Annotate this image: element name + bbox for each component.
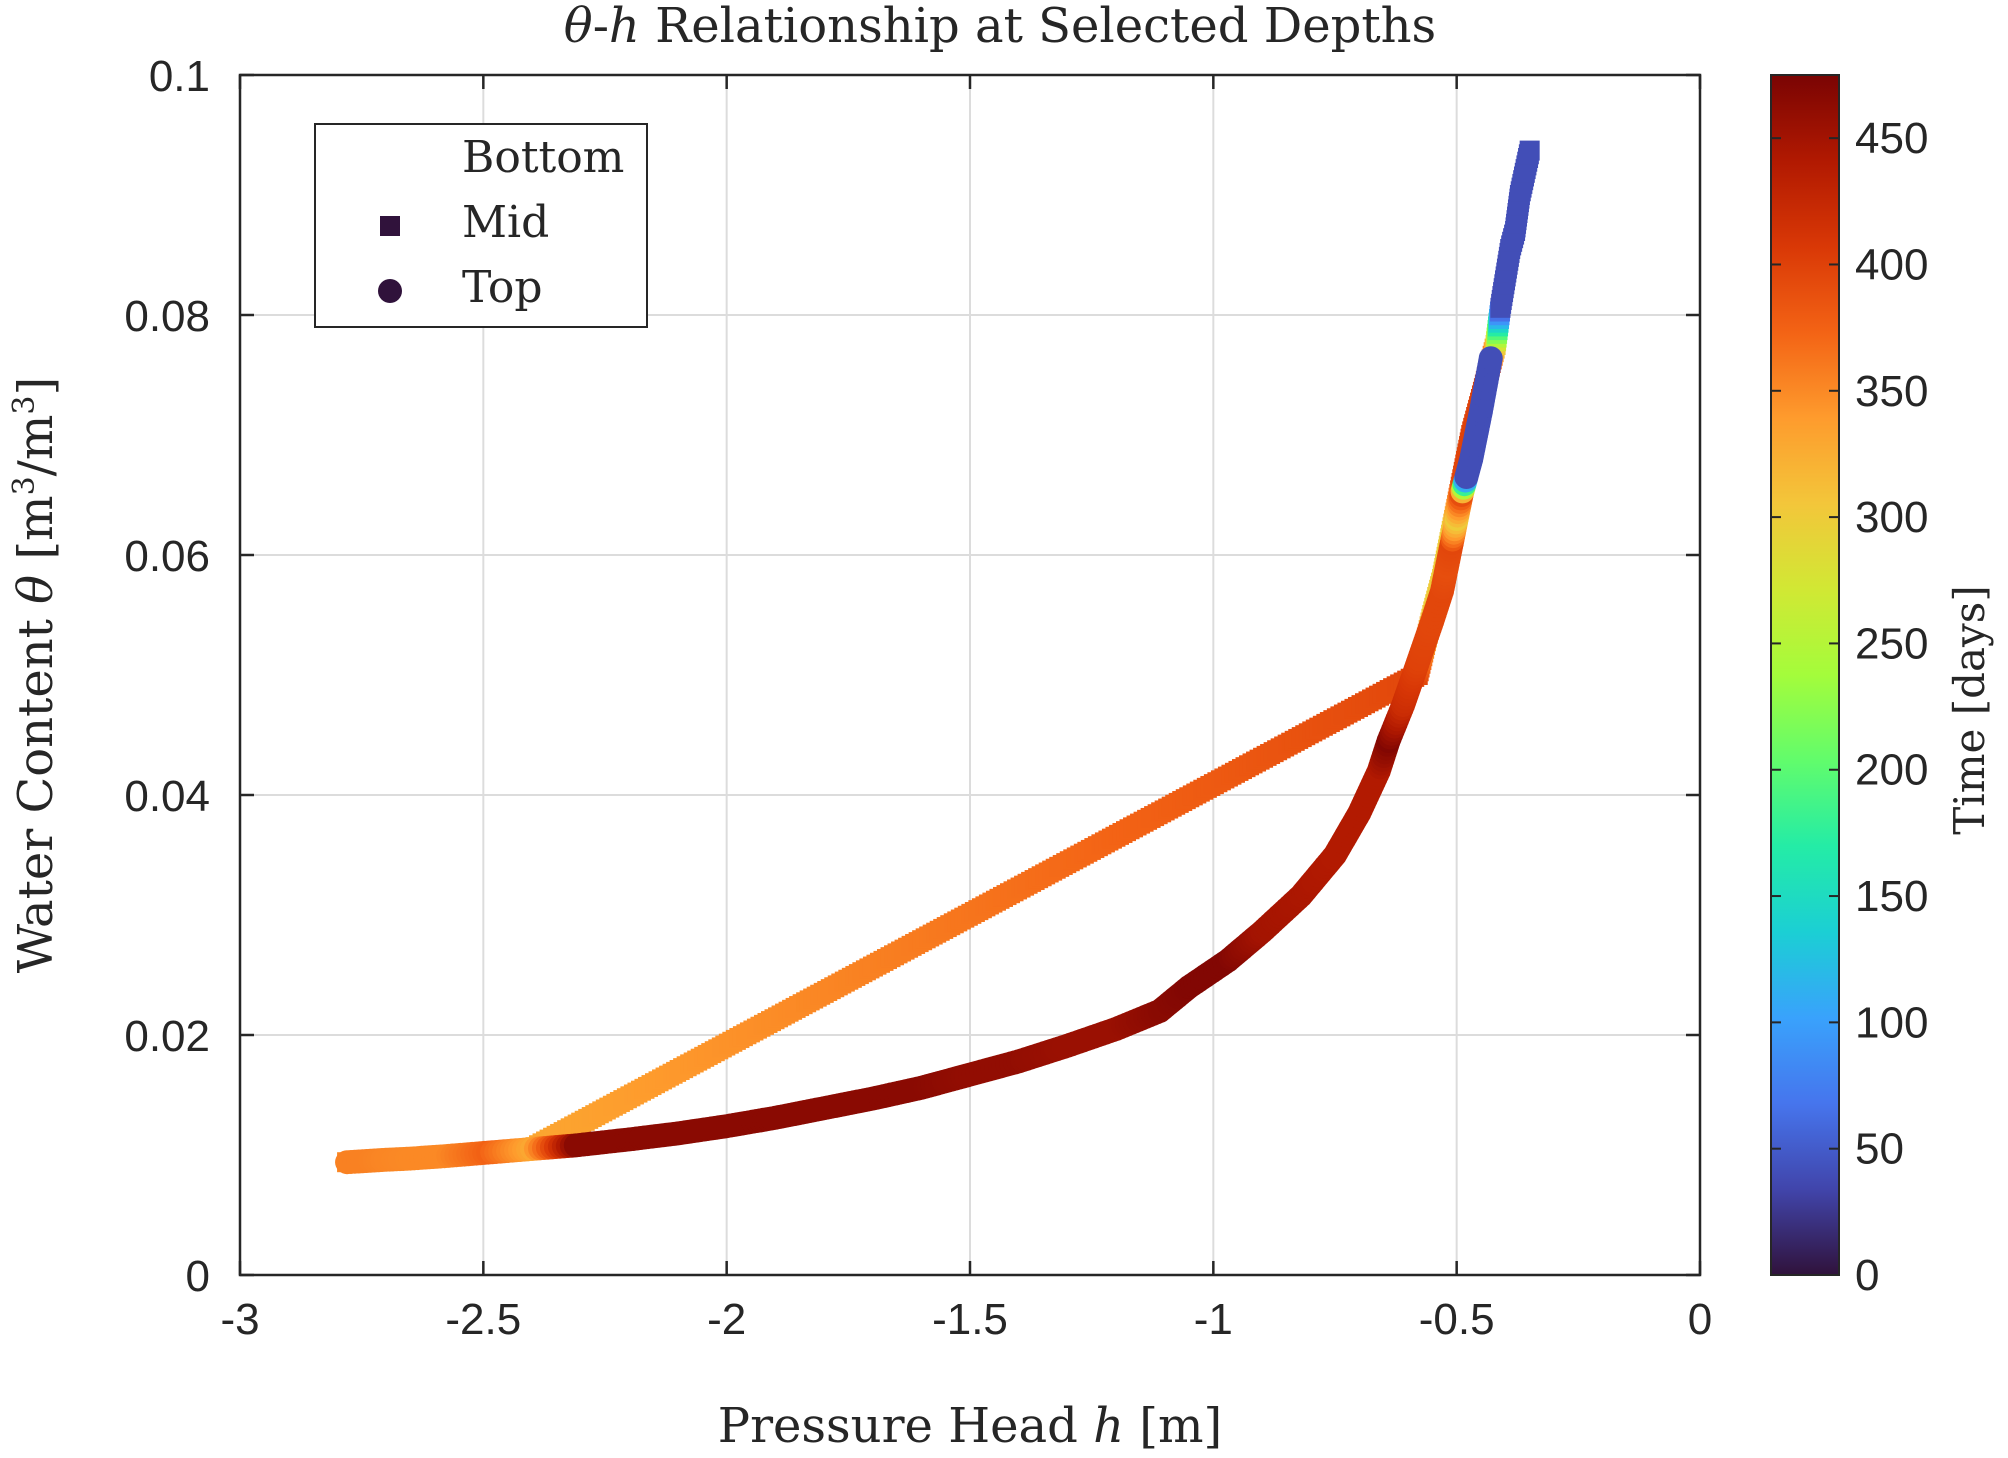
legend-label-bottom: Bottom xyxy=(462,132,624,183)
colorbar-ticks: 0 50 100 150 200 250 300 350 400 450 xyxy=(1771,114,1928,1300)
x-tick-label: -1.5 xyxy=(932,1295,1008,1344)
colorbar-tick-label: 300 xyxy=(1855,493,1928,542)
y-tick-label: 0.06 xyxy=(124,532,210,581)
x-tick-label: -2.5 xyxy=(445,1295,521,1344)
y-tick-label: 0.04 xyxy=(124,772,210,821)
colorbar-tick-label: 250 xyxy=(1855,619,1928,668)
top-point xyxy=(1478,346,1503,371)
x-tick-label: -0.5 xyxy=(1419,1295,1495,1344)
colorbar-label: Time [days] xyxy=(1945,585,1994,834)
x-axis-label: Pressure Head h [m] xyxy=(718,1398,1222,1454)
y-tick-label: 0.1 xyxy=(149,52,210,101)
colorbar xyxy=(1770,74,1840,1276)
colorbar-tick-label: 350 xyxy=(1855,367,1928,416)
x-tick-label: -1 xyxy=(1194,1295,1233,1344)
y-tick-label: 0.02 xyxy=(124,1012,210,1061)
legend-box xyxy=(314,123,648,328)
legend-circle-marker xyxy=(378,279,402,303)
x-tick-label: -2 xyxy=(707,1295,746,1344)
colorbar-tick-label: 0 xyxy=(1855,1251,1879,1300)
colorbar-tick-label: 200 xyxy=(1855,746,1928,795)
colorbar-tick-label: 150 xyxy=(1855,872,1928,921)
mid-point xyxy=(1519,140,1540,161)
colorbar-tick-label: 50 xyxy=(1855,1125,1904,1174)
chart-title: θ-h Relationship at Selected Depths xyxy=(564,0,1436,54)
axis-ticks: -3 -2.5 -2 -1.5 -1 -0.5 0 0 0.02 0.04 0.06 0.08 0.1 xyxy=(124,52,1712,1344)
y-tick-label: 0 xyxy=(186,1252,210,1301)
legend: Bottom Mid Top xyxy=(314,123,648,328)
legend-label-mid: Mid xyxy=(462,197,549,248)
x-tick-label: -3 xyxy=(220,1295,259,1344)
data-points xyxy=(335,140,1540,1175)
x-tick-label: 0 xyxy=(1688,1295,1712,1344)
legend-label-top: Top xyxy=(462,262,543,313)
colorbar-tick-label: 100 xyxy=(1855,998,1928,1047)
y-tick-label: 0.08 xyxy=(124,292,210,341)
y-axis-label: Water Content θ [m3/m3] xyxy=(7,377,64,973)
colorbar-tick-label: 400 xyxy=(1855,240,1928,289)
legend-square-marker xyxy=(380,216,400,236)
colorbar-tick-label: 450 xyxy=(1855,114,1928,163)
